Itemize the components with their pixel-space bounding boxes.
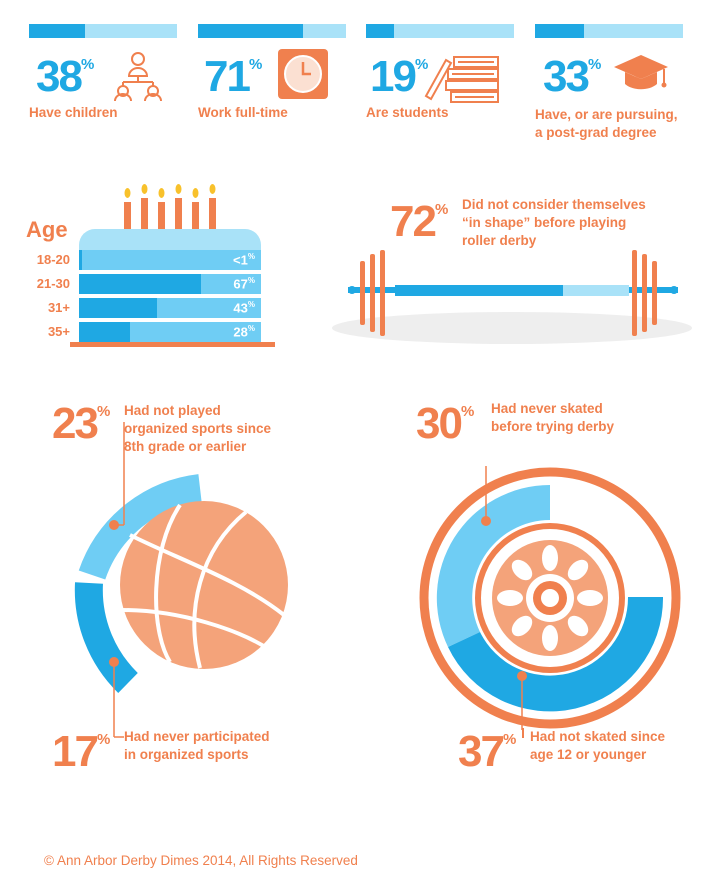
- age-row-bar: 43%: [79, 298, 261, 318]
- cake-plate: [70, 342, 275, 347]
- graduation-cap-icon: [614, 55, 668, 90]
- copyright-footer: © Ann Arbor Derby Dimes 2014, All Rights…: [44, 853, 358, 868]
- age-row-label: 21-30: [36, 276, 70, 291]
- progress-fill: [366, 24, 395, 38]
- stat-value: 17%: [52, 727, 111, 776]
- age-row-fill: [79, 322, 130, 342]
- age-row-label: 18-20: [36, 252, 70, 267]
- age-row-bar: 28%: [79, 322, 261, 342]
- family-icon: [114, 52, 162, 102]
- age-row-bar: 67%: [79, 274, 261, 294]
- stat-label: Work full-time: [198, 105, 288, 120]
- age-row-value: 43%: [233, 300, 255, 316]
- stat-value: 71%: [204, 52, 263, 101]
- progress-bar: [535, 24, 683, 38]
- age-row-fill: [79, 274, 201, 294]
- stat-label: Have children: [29, 105, 118, 120]
- stat-label: Are students: [366, 105, 449, 120]
- stat-value: 33%: [543, 52, 602, 101]
- age-row-value: 28%: [233, 324, 255, 340]
- age-row-label: 31+: [47, 300, 70, 315]
- progress-fill: [29, 24, 86, 38]
- skate-wheel-chart: [419, 466, 681, 730]
- age-row-fill: [79, 250, 82, 270]
- progress-fill: [535, 24, 584, 38]
- progress-bar: [29, 24, 177, 38]
- stat-label: Did not consider themselves “in shape” b…: [462, 197, 646, 248]
- books-icon: [424, 56, 499, 103]
- basketball-chart: [74, 422, 288, 738]
- stat-value: 23%: [52, 399, 111, 448]
- progress-bar: [366, 24, 514, 38]
- leader-line: [522, 728, 524, 738]
- age-row-label: 35+: [47, 324, 70, 339]
- age-row-value: <1%: [233, 252, 255, 268]
- age-row-value: 67%: [233, 276, 255, 292]
- barbell-icon: [332, 250, 692, 344]
- stat-label: Had never skated before trying derby: [491, 401, 615, 434]
- progress-bar: [198, 24, 346, 38]
- stat-value: 72%: [390, 197, 449, 246]
- progress-fill: [198, 24, 304, 38]
- candles-icon: [124, 184, 216, 229]
- stat-value: 38%: [36, 52, 95, 101]
- stat-label: Had not skated since age 12 or younger: [530, 729, 666, 762]
- stat-label: Had never participated in organized spor…: [124, 729, 270, 762]
- stat-label: Had not played organized sports since 8t…: [124, 403, 272, 454]
- stat-label: Have, or are pursuing, a post-grad degre…: [535, 107, 678, 140]
- stat-value: 37%: [458, 727, 517, 776]
- cake-top: [79, 229, 261, 251]
- age-row-bar: <1%: [79, 250, 261, 270]
- age-row-fill: [79, 298, 158, 318]
- age-title: Age: [26, 217, 68, 242]
- stat-value: 30%: [416, 399, 475, 448]
- clock-icon: [278, 49, 328, 99]
- stat-value: 19%: [370, 52, 429, 101]
